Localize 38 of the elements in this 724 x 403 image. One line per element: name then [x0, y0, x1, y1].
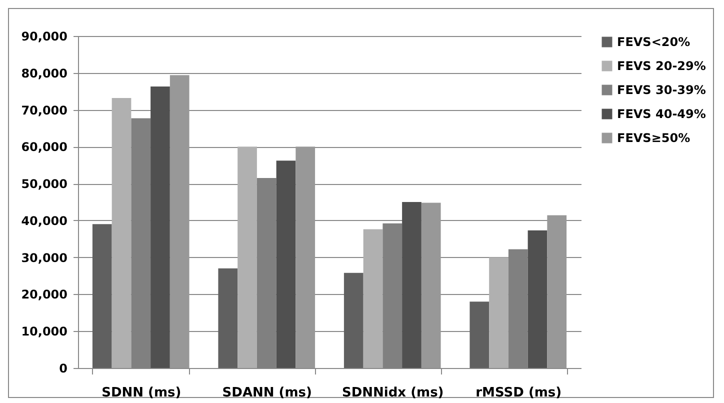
- bar: [256, 178, 276, 368]
- bar: [238, 146, 257, 368]
- y-tick-label: 20,000: [21, 288, 68, 302]
- y-tick-label: 10,000: [21, 324, 68, 339]
- bar: [489, 257, 508, 368]
- legend-label: FEVS 20-29%: [617, 59, 706, 73]
- x-tick-label: SDNNidx (ms): [342, 386, 444, 400]
- bar: [150, 86, 170, 368]
- y-tick-label: 80,000: [21, 66, 68, 80]
- bar: [131, 118, 151, 368]
- y-tick-label: 70,000: [21, 103, 68, 118]
- y-tick-label: 90,000: [21, 30, 68, 44]
- bar: [92, 224, 112, 368]
- bar: [470, 302, 490, 368]
- x-tick-label: SDANN (ms): [222, 386, 312, 400]
- bar: [421, 202, 441, 368]
- y-tick-label: 30,000: [21, 250, 68, 265]
- bar: [382, 223, 402, 368]
- bar: [547, 215, 567, 368]
- bar: [218, 268, 238, 368]
- legend-label: FEVS 40-49%: [617, 107, 706, 121]
- y-tick-label: 50,000: [21, 177, 68, 192]
- bar: [402, 202, 422, 368]
- bar: [344, 272, 364, 368]
- legend-label: FEVS≥50%: [617, 131, 690, 145]
- bar: [170, 75, 190, 368]
- bar: [296, 146, 316, 368]
- bar: [363, 229, 383, 368]
- bar: [528, 230, 548, 368]
- x-tick-label: rMSSD (ms): [476, 386, 562, 400]
- y-tick-label: 60,000: [21, 140, 68, 154]
- legend-label: FEVS 30-39%: [617, 83, 706, 97]
- y-tick-label: 0: [59, 362, 68, 376]
- bar: [112, 98, 132, 368]
- x-tick-label: SDNN (ms): [102, 386, 182, 400]
- legend-label: FEVS<20%: [617, 35, 690, 49]
- y-tick-label: 40,000: [21, 214, 68, 228]
- bar: [276, 160, 296, 368]
